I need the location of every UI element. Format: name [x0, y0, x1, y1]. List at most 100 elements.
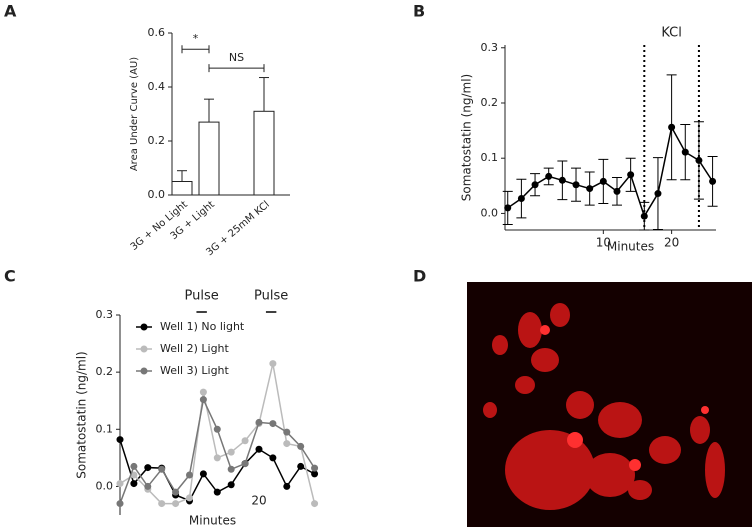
- data-point: [144, 482, 152, 490]
- y-axis-label: Area Under Curve (AU): [129, 57, 140, 171]
- data-point: [172, 488, 180, 496]
- data-point: [269, 420, 277, 428]
- data-point: [283, 428, 291, 436]
- panel-label: C: [4, 267, 16, 286]
- data-point: [213, 488, 221, 496]
- error-cap: [530, 173, 541, 197]
- data-point: [311, 500, 319, 508]
- legend-label: Well 2) Light: [160, 342, 230, 355]
- y-tick-label: 0.2: [481, 96, 499, 109]
- data-point: [255, 418, 263, 426]
- data-point: [668, 123, 676, 131]
- error-cap: [598, 158, 609, 204]
- data-point: [213, 454, 221, 462]
- x-axis-label: Minutes: [189, 514, 236, 528]
- data-point: [213, 425, 221, 433]
- error-cap: [543, 167, 554, 186]
- pulse-label: Pulse: [254, 289, 288, 304]
- bar: [198, 121, 220, 196]
- data-point: [227, 465, 235, 473]
- data-point: [517, 195, 525, 203]
- data-point: [241, 460, 249, 468]
- data-point: [545, 172, 553, 180]
- y-tick-label: 0.0: [148, 188, 166, 201]
- y-tick-label: 0.6: [148, 26, 166, 39]
- x-axis-label: Minutes: [607, 240, 654, 254]
- error-cap: [502, 190, 513, 225]
- y-axis-label: Somatostatin (ng/ml): [75, 351, 89, 478]
- data-point: [283, 440, 291, 448]
- data-point: [558, 176, 566, 184]
- y-tick-label: 0.0: [481, 206, 499, 219]
- series-line: [507, 125, 714, 218]
- data-point: [130, 480, 138, 488]
- error-cap: [516, 178, 527, 219]
- legend-label: Well 1) No light: [160, 320, 245, 333]
- event-label: KCl: [661, 26, 682, 41]
- data-point: [599, 177, 607, 185]
- y-tick-label: 0.0: [96, 479, 114, 492]
- significance-label: NS: [229, 51, 244, 64]
- data-point: [654, 190, 662, 198]
- error-cap: [707, 156, 718, 207]
- error-cap: [652, 157, 663, 230]
- data-point: [185, 494, 193, 502]
- data-point: [297, 442, 305, 450]
- data-point: [613, 187, 621, 195]
- significance-bracket: [181, 45, 210, 54]
- data-point: [283, 482, 291, 490]
- data-point: [311, 464, 319, 472]
- micrograph: [467, 282, 752, 527]
- data-point: [227, 448, 235, 456]
- x-tick-label: 10: [596, 236, 611, 250]
- data-point: [709, 177, 717, 185]
- error-cap: [639, 201, 650, 231]
- data-point: [199, 388, 207, 396]
- data-point: [185, 471, 193, 479]
- data-point: [116, 436, 124, 444]
- data-point: [158, 500, 166, 508]
- panel-label: A: [4, 2, 17, 21]
- data-point: [172, 500, 180, 508]
- data-point: [227, 481, 235, 489]
- x-tick-label: 20: [251, 494, 266, 508]
- data-point: [130, 471, 138, 479]
- error-cap: [584, 171, 595, 206]
- data-point: [531, 181, 539, 189]
- error-cap: [680, 124, 691, 181]
- error-cap: [625, 157, 636, 192]
- data-point: [158, 465, 166, 473]
- data-point: [572, 181, 580, 189]
- significance-label: *: [193, 32, 199, 45]
- data-point: [640, 212, 648, 220]
- data-point: [199, 396, 207, 404]
- significance-bracket: [208, 64, 265, 73]
- pulse-label: Pulse: [185, 289, 219, 304]
- data-point: [695, 156, 703, 164]
- error-cap: [571, 167, 582, 202]
- data-point: [255, 445, 263, 453]
- data-point: [130, 462, 138, 470]
- data-point: [269, 454, 277, 462]
- y-tick-label: 0.3: [96, 308, 114, 321]
- x-tick-label: 20: [664, 236, 679, 250]
- data-point: [311, 470, 319, 478]
- y-axis-label: Somatostatin (ng/ml): [460, 74, 474, 201]
- panel-label: D: [413, 267, 426, 286]
- legend-label: Well 3) Light: [160, 364, 230, 377]
- data-point: [241, 437, 249, 445]
- legend-marker: [140, 323, 148, 331]
- y-tick-label: 0.3: [481, 41, 499, 54]
- y-tick-label: 0.2: [148, 134, 166, 147]
- bar: [253, 110, 275, 196]
- data-point: [627, 171, 635, 179]
- legend-marker: [140, 367, 148, 375]
- data-point: [116, 500, 124, 508]
- data-point: [199, 470, 207, 478]
- data-point: [586, 185, 594, 193]
- data-point: [116, 480, 124, 488]
- y-tick-label: 0.2: [96, 365, 114, 378]
- error-cap: [666, 74, 677, 181]
